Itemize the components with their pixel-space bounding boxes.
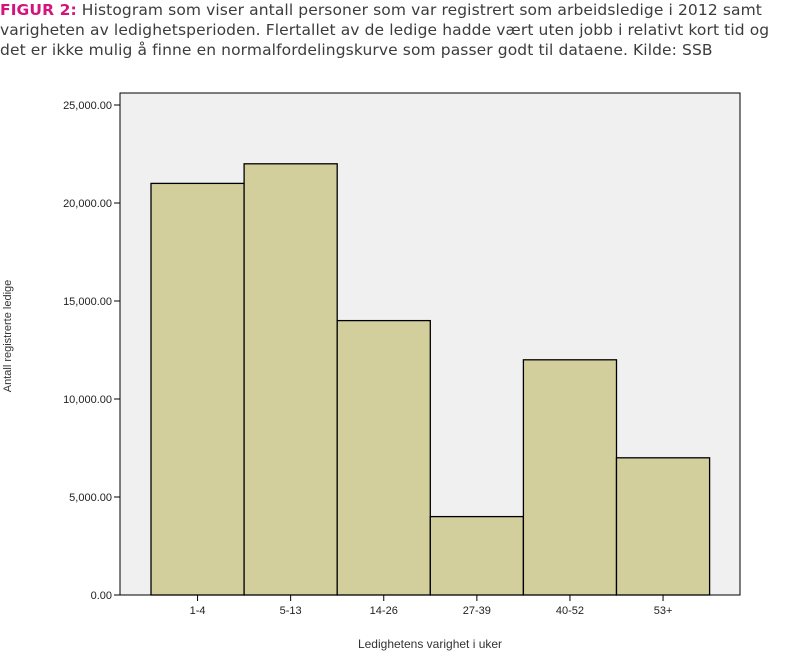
x-axis: 1-4 5-13 14-26 27-39 40-52 53+: [190, 595, 673, 617]
y-tick-label: 15,000.00: [63, 296, 112, 308]
y-tick-label: 5,000.00: [69, 492, 112, 504]
bar-5-13: [243, 163, 338, 596]
figure-label: FIGUR 2:: [0, 1, 77, 19]
figure-caption: FIGUR 2: Histogram som viser antall pers…: [0, 0, 796, 60]
x-tick-label: 1-4: [190, 605, 206, 617]
bar-27-39: [429, 515, 525, 596]
x-tick-label: 40-52: [556, 605, 584, 617]
bar-1-4: [150, 182, 245, 596]
figure-caption-text: Histogram som viser antall personer som …: [0, 1, 770, 59]
bars: [150, 163, 711, 596]
x-axis-title: Ledighetens varighet i uker: [357, 637, 503, 651]
y-tick-label: 20,000.00: [63, 198, 112, 210]
x-tick-label: 14-26: [370, 605, 398, 617]
bar-40-52: [522, 359, 618, 596]
x-tick-label: 53+: [654, 605, 673, 617]
x-tick-label: 5-13: [280, 605, 302, 617]
bar-14-26: [336, 319, 431, 596]
y-tick-label: 25,000.00: [63, 100, 112, 112]
y-axis: 0.00 5,000.00 10,000.00 15,000.00 20,000.00 2…: [63, 100, 120, 602]
y-tick-label: 0.00: [91, 590, 112, 602]
bar-53+: [615, 457, 711, 596]
x-tick-label: 27-39: [463, 605, 491, 617]
y-tick-label: 10,000.00: [63, 394, 112, 406]
